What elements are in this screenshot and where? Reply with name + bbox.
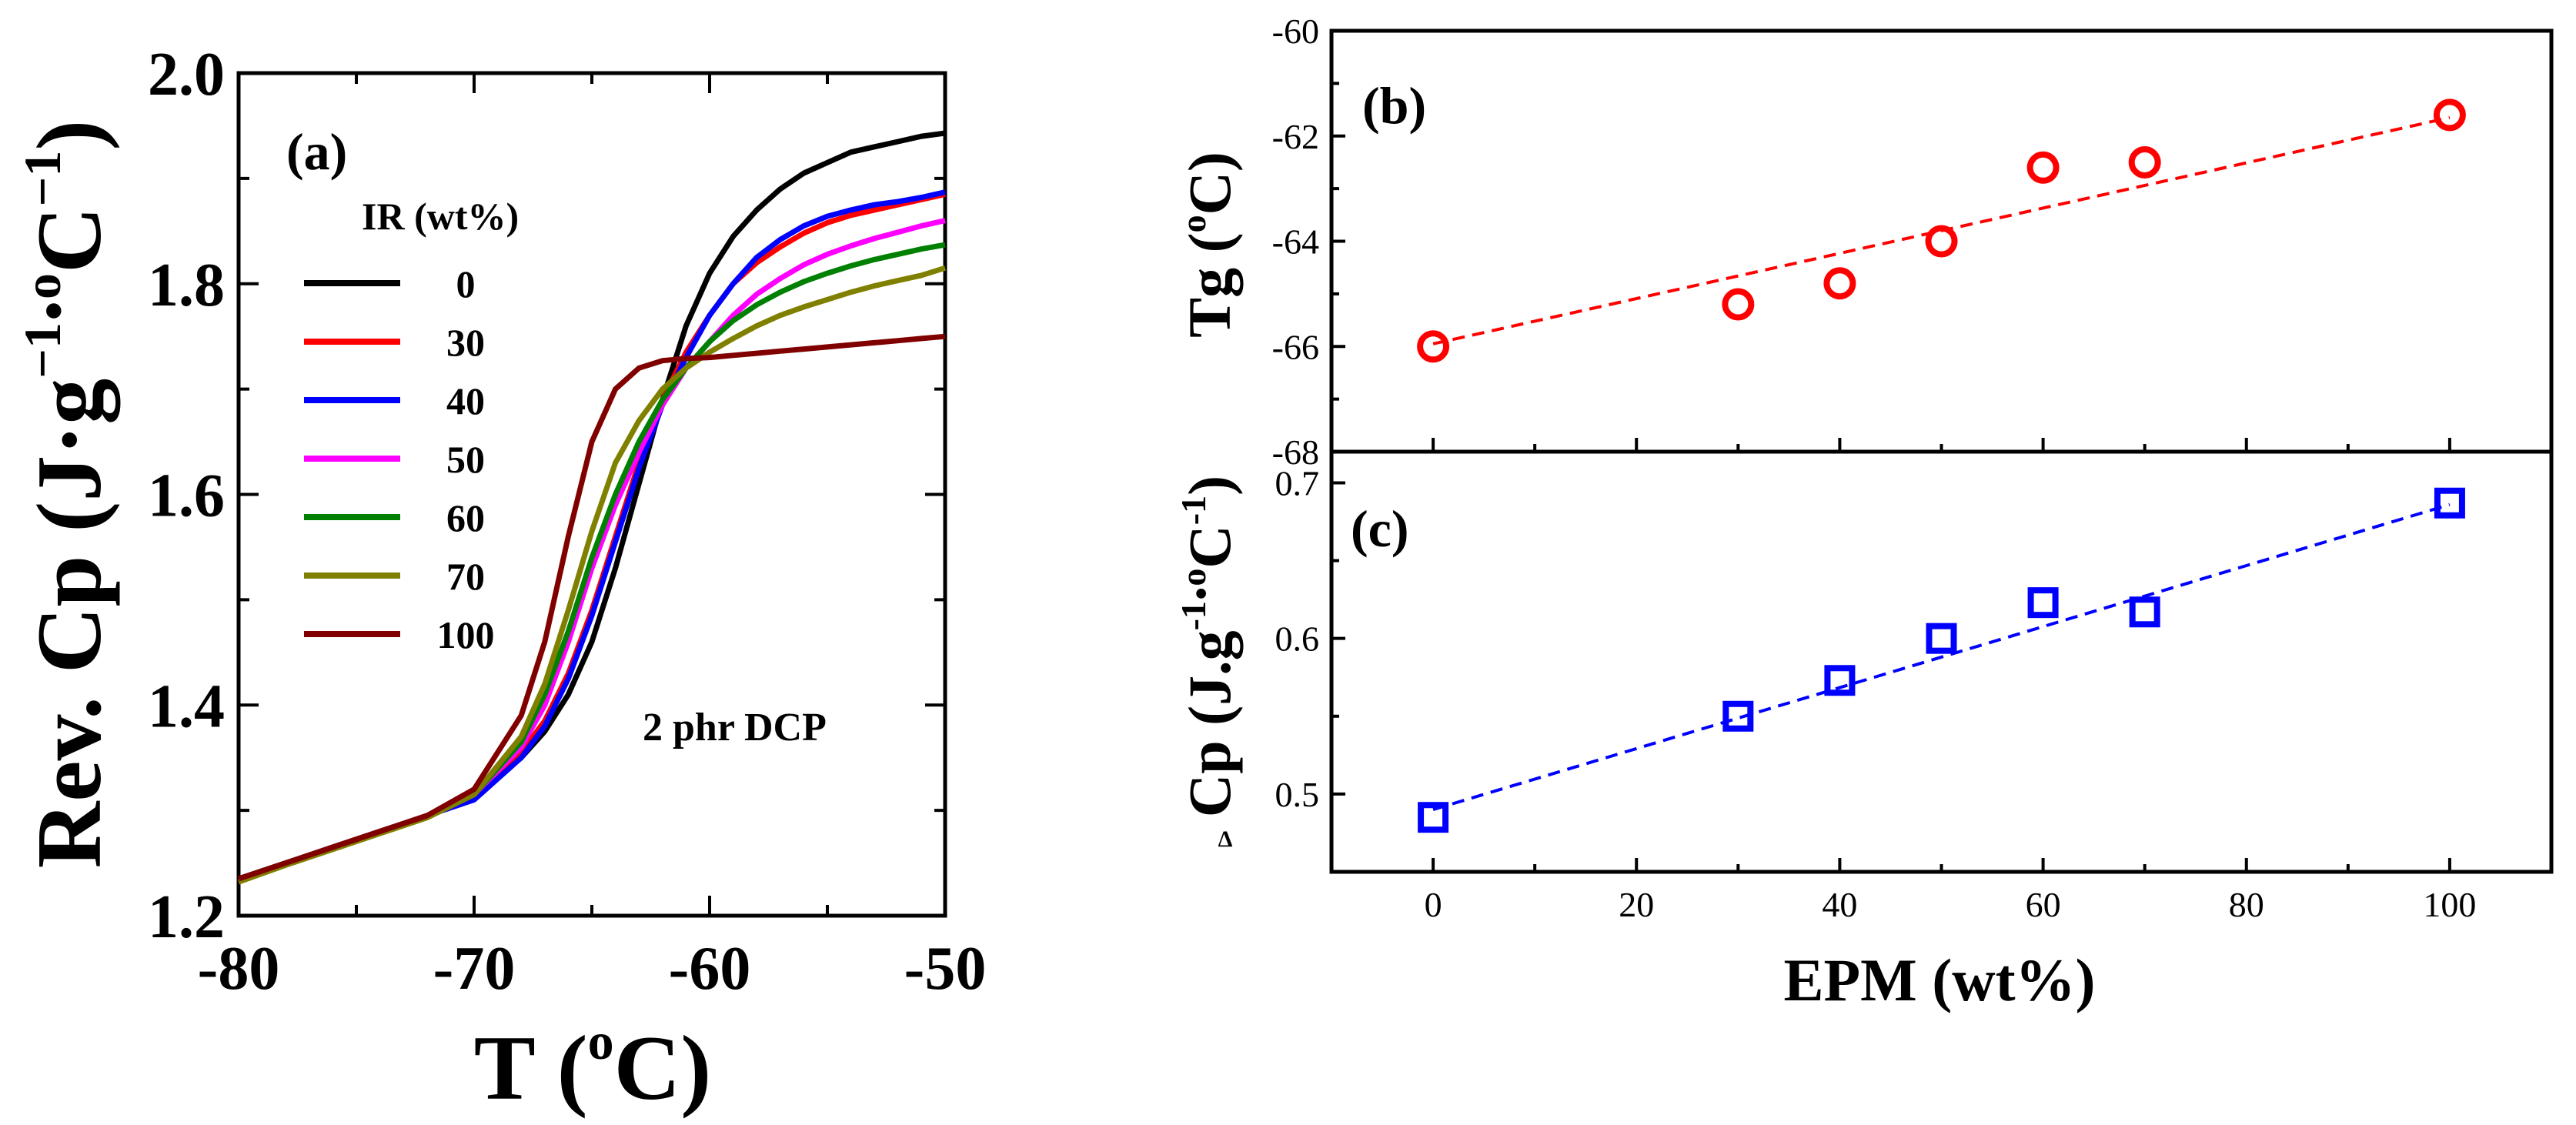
panel-c-point bbox=[2434, 487, 2465, 519]
panel-c-x-axis-title: EPM (wt%) bbox=[1783, 946, 2095, 1013]
series-line-100 bbox=[237, 333, 946, 882]
panel-a-x-tick-label: -50 bbox=[904, 935, 987, 1003]
panel-a: -80 -70 -60 -50 1.2 1.4 1.6 1.8 2.0 (a) IR (wt%… bbox=[0, 41, 986, 1119]
panel-c-x-ticks: 0 20 40 60 80 100 bbox=[1425, 858, 2476, 924]
panel-c-y-axis-title: Cp (J.g-1.oC-1) bbox=[1151, 476, 1243, 817]
panel-b-y-tick-label: -66 bbox=[1272, 327, 1319, 366]
panel-a-x-tick-label: -60 bbox=[669, 935, 751, 1003]
panel-a-y-ticks: 1.2 1.4 1.6 1.8 2.0 bbox=[148, 41, 945, 951]
panel-c-point bbox=[2027, 587, 2059, 619]
panel-c-points bbox=[1418, 487, 2465, 833]
legend-label-50: 50 bbox=[446, 438, 485, 481]
panel-c-y-ticks: 0.5 0.6 0.7 bbox=[1275, 463, 1345, 814]
panel-a-x-axis-title: T (oC) bbox=[474, 1012, 711, 1119]
panel-a-frame bbox=[236, 71, 947, 918]
panel-c-label: (c) bbox=[1351, 499, 1408, 558]
panel-b-frame bbox=[1329, 28, 2554, 454]
panel-c-y-tick-label: 0.5 bbox=[1275, 775, 1320, 814]
panel-c: 0 20 40 60 80 100 0.5 0.6 0.7 (c) EPM (wt%) Cp … bbox=[1151, 449, 2554, 1013]
panel-a-y-tick-label: 1.2 bbox=[148, 883, 225, 951]
legend-label-40: 40 bbox=[446, 379, 485, 422]
panel-b-point bbox=[1722, 288, 1755, 321]
panel-b-point bbox=[1417, 330, 1450, 363]
panel-b: -68 -66 -64 -62 -60 (b) Tg (oC) bbox=[1174, 12, 2554, 472]
panel-c-x-tick-label: 60 bbox=[2026, 885, 2061, 924]
panel-b-y-tick-label: -60 bbox=[1272, 12, 1319, 51]
legend-label-70: 70 bbox=[446, 555, 485, 598]
panel-c-linear-fit bbox=[1432, 502, 2451, 812]
panel-c-x-tick-label: 40 bbox=[1822, 885, 1857, 924]
panel-c-y-axis-prefix: Δ bbox=[1218, 826, 1233, 852]
panel-b-point bbox=[2026, 151, 2060, 184]
panel-b-y-tick-label: -62 bbox=[1272, 117, 1319, 156]
panel-c-x-tick-label: 0 bbox=[1425, 885, 1442, 924]
panel-b-label: (b) bbox=[1362, 76, 1426, 135]
series-line-0 bbox=[237, 130, 946, 882]
legend-title: IR (wt%) bbox=[362, 195, 519, 238]
panel-c-point bbox=[1824, 665, 1856, 696]
panel-a-label: (a) bbox=[286, 122, 347, 181]
panel-b-point bbox=[1823, 267, 1856, 300]
panel-a-y-tick-label: 1.8 bbox=[148, 252, 225, 319]
panel-a-y-tick-label: 2.0 bbox=[148, 41, 225, 108]
panel-c-x-tick-label: 100 bbox=[2423, 885, 2476, 924]
series-line-50 bbox=[237, 218, 946, 882]
panel-b-y-tick-label: -68 bbox=[1272, 432, 1319, 472]
legend-label-100: 100 bbox=[437, 613, 495, 656]
panel-a-x-ticks: -80 -70 -60 -50 bbox=[198, 73, 987, 1003]
panel-a-x-tick-label: -70 bbox=[433, 935, 516, 1003]
panel-a-legend: IR (wt%) 0 30 40 50 60 70 100 bbox=[304, 195, 519, 656]
panel-c-point bbox=[1926, 623, 1957, 654]
panel-b-point bbox=[1925, 225, 1958, 258]
panel-c-x-tick-label: 20 bbox=[1619, 885, 1654, 924]
legend-label-0: 0 bbox=[456, 262, 476, 305]
panel-b-points bbox=[1417, 98, 2466, 363]
legend-label-30: 30 bbox=[446, 321, 485, 364]
panel-b-point bbox=[2128, 145, 2161, 179]
panel-c-y-tick-label: 0.7 bbox=[1275, 463, 1320, 502]
panel-c-x-tick-label: 80 bbox=[2229, 885, 2264, 924]
panel-b-y-axis-title: Tg (oC) bbox=[1174, 152, 1243, 338]
panel-c-frame bbox=[1329, 449, 2554, 874]
panel-b-y-ticks: -68 -66 -64 -62 -60 bbox=[1272, 12, 1345, 472]
panel-a-y-tick-label: 1.4 bbox=[148, 673, 225, 740]
panel-a-x-tick-label: -80 bbox=[198, 935, 280, 1003]
panel-a-series-lines bbox=[237, 130, 947, 885]
panel-b-y-tick-label: -64 bbox=[1272, 222, 1319, 262]
panel-a-y-tick-label: 1.6 bbox=[148, 462, 225, 530]
panel-c-y-tick-label: 0.6 bbox=[1275, 619, 1320, 659]
panel-c-point bbox=[1418, 802, 1449, 833]
panel-a-y-axis-title: Rev. Cp (J·g−1.oC−1) bbox=[0, 120, 121, 869]
panel-b-x-ticks bbox=[1432, 438, 2451, 452]
panel-a-annotation: 2 phr DCP bbox=[643, 706, 827, 749]
panel-b-point bbox=[2433, 98, 2466, 132]
panel-c-point bbox=[1722, 700, 1754, 732]
panel-c-fit-line bbox=[1432, 502, 2451, 812]
panel-c-point bbox=[2129, 596, 2160, 628]
legend-label-60: 60 bbox=[446, 496, 485, 539]
